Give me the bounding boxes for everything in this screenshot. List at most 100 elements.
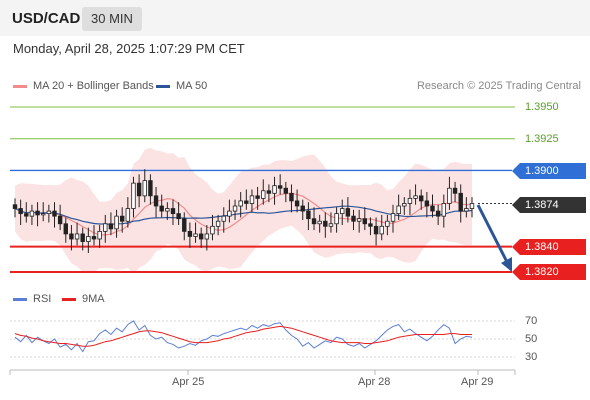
forecast-arrow: [476, 204, 509, 263]
candle-body: [91, 236, 97, 240]
candle-body: [24, 213, 29, 217]
candle-body: [345, 208, 351, 217]
candle-body: [232, 205, 238, 212]
candle-body: [390, 213, 396, 222]
candle-body: [272, 185, 277, 194]
legend-ma50: MA 50: [156, 80, 207, 92]
candle-body: [396, 205, 401, 215]
forecast-arrowhead: [501, 257, 512, 272]
candle-body: [323, 220, 328, 227]
candle-body: [340, 208, 345, 215]
level-current-tag: 1.3874: [512, 197, 586, 213]
candle-body: [356, 218, 362, 222]
candle-body: [125, 208, 131, 222]
candle-body: [368, 223, 373, 227]
candle-body: [142, 180, 147, 197]
candle-body: [424, 200, 430, 207]
candle-body: [136, 182, 142, 197]
legend-ma20: MA 20 + Bollinger Bands: [13, 80, 154, 92]
candle-body: [413, 195, 418, 199]
candle-body: [69, 233, 74, 240]
bollinger-band: [15, 147, 472, 275]
candle-body: [419, 195, 424, 202]
candle-body: [12, 204, 18, 209]
legend-ma9: 9MA: [62, 293, 105, 305]
x-label-apr29: Apr 29: [461, 376, 494, 388]
candle-body: [159, 205, 164, 212]
candle-body: [255, 195, 260, 199]
candle-body: [198, 233, 204, 240]
candle-body: [52, 210, 57, 217]
x-label-apr25: Apr 25: [172, 376, 205, 388]
rsi-axis-70: 70: [525, 315, 538, 327]
ma20-line: [14, 192, 473, 236]
candle-body: [46, 210, 52, 215]
candle-body: [266, 190, 272, 194]
candle-body: [215, 220, 221, 227]
candle-body: [452, 187, 458, 194]
candle-body: [108, 223, 114, 230]
level-r2-label: 1.3950: [525, 101, 559, 113]
candle-body: [74, 233, 80, 240]
candle-body: [227, 210, 232, 217]
candle-body: [80, 233, 85, 242]
level-s2-tag: 1.3820: [512, 264, 586, 280]
ma50-swatch: [156, 84, 170, 88]
candle-body: [373, 225, 379, 235]
candle-body: [458, 192, 463, 212]
candle-body: [238, 200, 243, 207]
candle-body: [317, 220, 322, 225]
datetime-label: Monday, April 28, 2025 1:07:29 PM CET: [13, 41, 245, 56]
candle-body: [261, 190, 266, 199]
research-credit: Research © 2025 Trading Central: [416, 80, 581, 92]
candle-body: [430, 205, 435, 212]
ma50-label: MA 50: [176, 80, 208, 92]
candle-body: [210, 225, 215, 235]
candle-body: [103, 223, 108, 232]
candle-body: [29, 210, 35, 217]
candle-body: [86, 236, 91, 242]
candle-body: [464, 208, 469, 212]
candle-body: [18, 208, 23, 215]
candle-body: [300, 205, 305, 212]
symbol-title: USD/CAD: [12, 10, 81, 27]
rsi-ma9-line: [14, 325, 472, 347]
interval-button[interactable]: 30 MIN: [82, 7, 142, 31]
candle-body: [57, 215, 63, 225]
ma20-label: MA 20 + Bollinger Bands: [33, 80, 154, 92]
level-pivot-tag: 1.3900: [512, 163, 586, 179]
level-s1-tag: 1.3840: [512, 239, 586, 255]
candle-body: [193, 233, 198, 237]
candle-body: [283, 187, 289, 194]
ma9-swatch: [62, 297, 76, 301]
candle-body: [469, 203, 475, 209]
candle-body: [362, 218, 368, 225]
candle-body: [35, 210, 40, 216]
candle-body: [441, 203, 446, 217]
candle-body: [148, 180, 153, 197]
candle-body: [176, 213, 181, 220]
candle-body: [63, 223, 68, 235]
candle-body: [306, 210, 311, 220]
candle-body: [311, 218, 317, 225]
legend-rsi: RSI: [13, 293, 51, 305]
candle-body: [435, 210, 441, 217]
ma50-line: [14, 205, 473, 225]
candle-body: [187, 230, 193, 237]
candle-body: [385, 220, 390, 227]
ma20-swatch: [13, 84, 27, 88]
candle-body: [204, 233, 210, 240]
candle-body: [351, 215, 356, 222]
rsi-axis-30: 30: [525, 351, 538, 363]
candle-body: [170, 208, 176, 215]
candle-body: [402, 203, 407, 207]
rsi-swatch: [13, 297, 27, 301]
candle-body: [97, 230, 102, 240]
candle-body: [119, 215, 125, 222]
candle-body: [328, 223, 334, 227]
candle-body: [447, 187, 452, 204]
candle-body: [114, 215, 119, 230]
x-label-apr28: Apr 28: [358, 376, 391, 388]
level-r1-label: 1.3925: [525, 133, 559, 145]
